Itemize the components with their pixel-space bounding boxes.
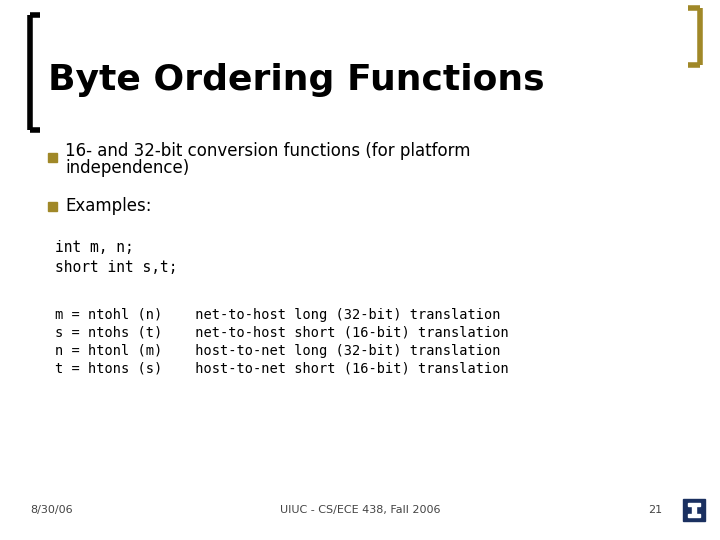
Text: Examples:: Examples: [65,197,151,215]
Bar [688,514,700,517]
Text: 16- and 32-bit conversion functions (for platform: 16- and 32-bit conversion functions (for… [65,142,470,160]
Text: 21: 21 [648,505,662,515]
Bar [683,499,705,521]
Text: n = htonl (m)    host-to-net long (32-bit) translation: n = htonl (m) host-to-net long (32-bit) … [55,344,500,358]
Bar [692,504,696,514]
Text: UIUC - CS/ECE 438, Fall 2006: UIUC - CS/ECE 438, Fall 2006 [280,505,440,515]
Bar [48,153,57,162]
Bar [48,202,57,211]
Bar [688,503,700,506]
Text: short int s,t;: short int s,t; [55,260,178,275]
Text: m = ntohl (n)    net-to-host long (32-bit) translation: m = ntohl (n) net-to-host long (32-bit) … [55,308,500,322]
Text: int m, n;: int m, n; [55,240,134,255]
Text: Byte Ordering Functions: Byte Ordering Functions [48,63,544,97]
Text: t = htons (s)    host-to-net short (16-bit) translation: t = htons (s) host-to-net short (16-bit)… [55,362,509,376]
Text: 8/30/06: 8/30/06 [30,505,73,515]
Text: independence): independence) [65,159,189,177]
Text: s = ntohs (t)    net-to-host short (16-bit) translation: s = ntohs (t) net-to-host short (16-bit)… [55,326,509,340]
